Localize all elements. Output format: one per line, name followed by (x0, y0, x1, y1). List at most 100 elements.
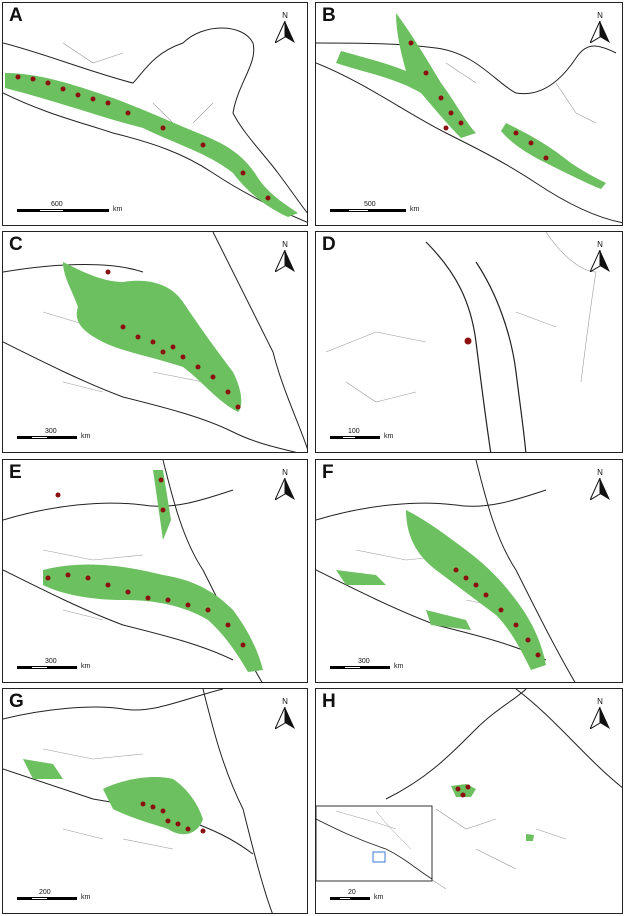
occurrence-point (525, 637, 531, 643)
occurrence-point (90, 96, 96, 102)
occurrence-point (150, 339, 156, 345)
occurrence-points-e (45, 477, 246, 648)
scale-value: 200 (39, 889, 51, 896)
occurrence-point (205, 607, 211, 613)
occurrence-point (460, 792, 466, 798)
scale-bar: 100 km (330, 428, 440, 442)
scale-unit: km (81, 433, 91, 440)
map-e (3, 460, 263, 682)
occurrence-point (158, 477, 164, 483)
occurrence-points-b (408, 40, 549, 161)
occurrence-point (408, 40, 414, 46)
scale-unit: km (81, 663, 91, 670)
occurrence-point (65, 572, 71, 578)
panel-label: D (322, 234, 336, 255)
map-c (3, 232, 307, 452)
scale-unit: km (374, 894, 384, 901)
map-panel-d: D N 100 km (315, 231, 623, 453)
scale-bar: 300 km (17, 428, 127, 442)
occurrence-point (160, 808, 166, 814)
panel-label: F (322, 462, 334, 483)
map-g (3, 689, 273, 913)
occurrence-point (105, 582, 111, 588)
panel-label: G (9, 691, 24, 712)
occurrence-point (125, 589, 131, 595)
panel-label: B (322, 5, 336, 26)
occurrence-point (225, 389, 231, 395)
occurrence-point (210, 374, 216, 380)
north-arrow-icon: N (588, 468, 612, 502)
map-panel-a: A N 600 km (2, 2, 308, 226)
scale-unit: km (113, 206, 123, 213)
occurrence-point (15, 74, 21, 80)
map-d (325, 232, 597, 452)
map-panel-c: C N 300 km (2, 231, 308, 453)
occurrence-points-f (453, 567, 541, 658)
occurrence-point (498, 607, 504, 613)
occurrence-point (30, 76, 36, 82)
occurrence-point (160, 349, 166, 355)
scale-value: 20 (348, 889, 356, 896)
occurrence-point (453, 567, 459, 573)
scale-unit: km (384, 433, 394, 440)
panel-label: C (9, 234, 23, 255)
scale-value: 300 (358, 658, 370, 665)
occurrence-point (528, 140, 534, 146)
occurrence-point (240, 642, 246, 648)
map-panel-h: H N 20 km (315, 688, 623, 914)
scale-unit: km (410, 206, 420, 213)
map-b (316, 13, 622, 224)
north-arrow-icon: N (273, 697, 297, 731)
scale-value: 600 (51, 201, 63, 208)
scale-bar: 600 km (17, 201, 127, 215)
occurrence-point (225, 622, 231, 628)
occurrence-point (483, 592, 489, 598)
scale-value: 500 (364, 201, 376, 208)
occurrence-point (543, 155, 549, 161)
occurrence-point (463, 575, 469, 581)
north-arrow-icon: N (588, 11, 612, 45)
occurrence-point (240, 170, 246, 176)
north-arrow-icon: N (588, 697, 612, 731)
occurrence-point (200, 142, 206, 148)
occurrence-point (443, 125, 449, 131)
scale-value: 100 (348, 428, 360, 435)
occurrence-points-c (105, 269, 241, 410)
map-a (3, 27, 307, 223)
occurrence-point (135, 334, 141, 340)
occurrence-point (458, 120, 464, 126)
occurrence-point (160, 507, 166, 513)
occurrence-point (60, 86, 66, 92)
panel-label: E (9, 462, 22, 483)
occurrence-point (535, 652, 541, 658)
occurrence-points-h (455, 784, 471, 798)
occurrence-point (265, 195, 271, 201)
occurrence-point (45, 575, 51, 581)
north-arrow-icon: N (588, 240, 612, 274)
map-panel-e: E N 300 km (2, 459, 308, 683)
occurrence-point (145, 595, 151, 601)
occurrence-point (150, 804, 156, 810)
north-arrow-icon: N (273, 240, 297, 274)
occurrence-point (105, 269, 111, 275)
scale-unit: km (81, 894, 91, 901)
occurrence-point (125, 110, 131, 116)
occurrence-point (45, 80, 51, 86)
occurrence-point (448, 110, 454, 116)
map-panel-g: G N 200 km (2, 688, 308, 914)
occurrence-points-g (140, 801, 206, 834)
map-f (316, 460, 576, 682)
map-h (316, 689, 622, 890)
scale-bar: 20 km (330, 889, 440, 903)
map-panel-b: B N 500 km (315, 2, 623, 226)
scale-bar: 300 km (17, 658, 127, 672)
panel-label: H (322, 691, 336, 712)
scale-value: 300 (45, 658, 57, 665)
occurrence-point (105, 100, 111, 106)
occurrence-point (200, 828, 206, 834)
occurrence-point (235, 404, 241, 410)
inset-locator (372, 851, 386, 863)
occurrence-point (165, 597, 171, 603)
occurrence-point (438, 95, 444, 101)
occurrence-point (85, 575, 91, 581)
